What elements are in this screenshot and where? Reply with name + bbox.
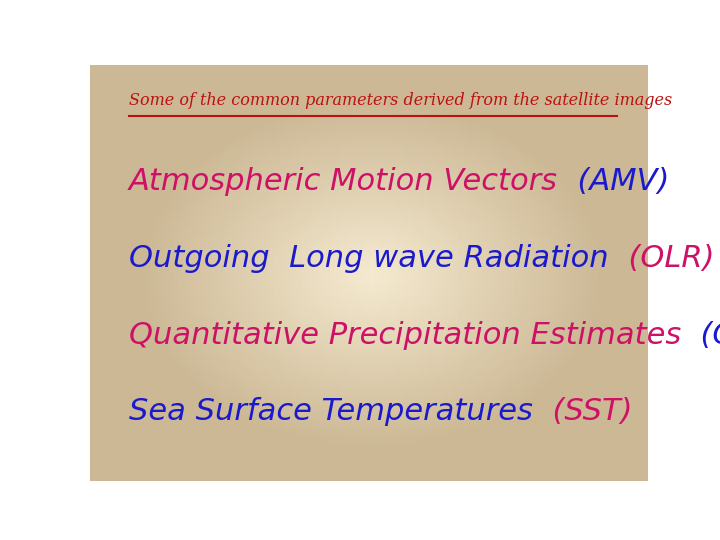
- Text: (OLR): (OLR): [608, 244, 714, 273]
- Text: (SST): (SST): [533, 397, 632, 427]
- Text: (AMV): (AMV): [558, 167, 670, 195]
- Text: Outgoing  Long wave Radiation: Outgoing Long wave Radiation: [129, 244, 608, 273]
- Text: (QPE): (QPE): [681, 321, 720, 349]
- Text: Sea Surface Temperatures: Sea Surface Temperatures: [129, 397, 533, 427]
- Text: Quantitative Precipitation Estimates: Quantitative Precipitation Estimates: [129, 321, 681, 349]
- Text: Some of the common parameters derived from the satellite images: Some of the common parameters derived fr…: [129, 92, 672, 109]
- Text: Atmospheric Motion Vectors: Atmospheric Motion Vectors: [129, 167, 558, 195]
